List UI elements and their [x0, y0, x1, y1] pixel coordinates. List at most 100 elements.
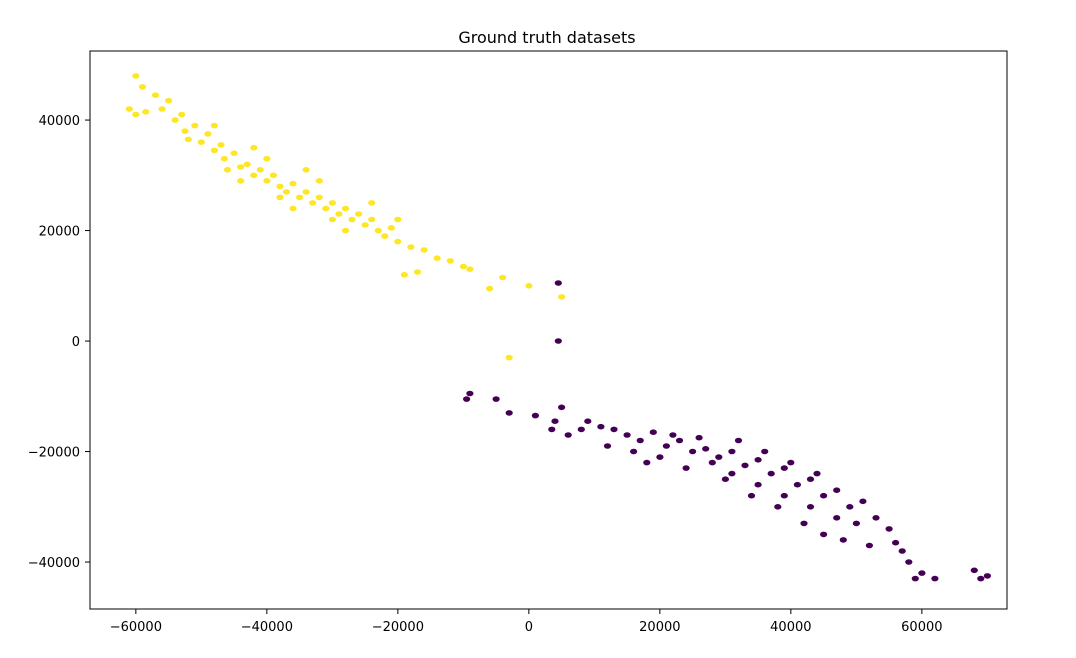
- data-point: [787, 459, 795, 466]
- data-point: [341, 205, 350, 212]
- data-point: [348, 216, 356, 223]
- data-point: [806, 504, 815, 510]
- x-tick-label: −20000: [372, 620, 424, 635]
- data-point: [747, 492, 756, 499]
- y-tick-label: −40000: [28, 556, 80, 571]
- y-tick-label: 40000: [39, 114, 80, 129]
- data-point: [728, 470, 736, 477]
- data-point: [554, 338, 562, 344]
- data-point: [793, 481, 802, 488]
- data-point: [387, 225, 395, 231]
- data-point: [335, 211, 343, 217]
- data-point: [250, 172, 258, 179]
- y-tick-label: 0: [72, 335, 80, 350]
- data-point: [276, 183, 284, 190]
- data-point: [813, 470, 821, 477]
- data-point: [165, 97, 173, 104]
- data-point: [492, 396, 500, 402]
- data-point: [394, 238, 402, 245]
- data-point: [368, 200, 376, 206]
- data-point: [197, 139, 205, 145]
- data-point: [171, 117, 179, 123]
- data-point: [820, 492, 828, 499]
- data-point: [368, 216, 376, 223]
- data-point: [708, 459, 716, 466]
- data-point: [361, 222, 369, 228]
- data-point: [505, 410, 513, 416]
- data-point: [237, 178, 245, 184]
- data-point: [315, 194, 323, 201]
- data-point: [597, 423, 605, 430]
- data-point: [695, 434, 703, 441]
- data-point: [315, 178, 323, 184]
- data-point: [898, 548, 906, 554]
- data-point: [151, 92, 160, 98]
- data-point: [374, 227, 382, 234]
- data-point: [892, 539, 900, 546]
- x-tick-label: 40000: [770, 620, 811, 635]
- data-point: [931, 575, 939, 582]
- data-point: [407, 244, 415, 250]
- data-point: [977, 575, 985, 582]
- data-point: [302, 189, 310, 195]
- data-point: [577, 426, 585, 433]
- data-point: [558, 404, 566, 411]
- data-point: [269, 172, 277, 179]
- x-tick-label: 0: [525, 620, 533, 635]
- data-point: [905, 559, 913, 565]
- y-tick-label: −20000: [28, 446, 80, 461]
- data-point: [702, 446, 710, 452]
- data-point: [505, 354, 513, 361]
- points-layer: [125, 73, 992, 582]
- data-point: [800, 520, 808, 527]
- data-point: [230, 150, 238, 156]
- x-tick-label: 20000: [639, 620, 680, 635]
- data-point: [289, 180, 297, 187]
- data-point: [970, 567, 978, 574]
- x-tick-label: −40000: [241, 620, 293, 635]
- plot-frame: [89, 50, 1008, 610]
- data-point: [551, 418, 559, 425]
- data-point: [728, 448, 736, 455]
- data-point: [531, 412, 540, 419]
- data-point: [918, 570, 926, 576]
- data-point: [158, 106, 166, 112]
- data-point: [630, 448, 638, 455]
- data-point: [433, 255, 441, 261]
- data-point: [341, 227, 350, 234]
- data-point: [181, 128, 189, 134]
- data-point: [885, 526, 893, 532]
- data-point: [223, 167, 232, 173]
- data-point: [767, 470, 775, 477]
- data-point: [754, 457, 762, 463]
- data-point: [289, 205, 297, 212]
- data-point: [204, 131, 212, 137]
- data-point: [446, 258, 454, 264]
- data-point: [865, 542, 874, 549]
- data-point: [459, 263, 467, 270]
- data-point: [584, 418, 592, 425]
- data-point: [636, 437, 644, 444]
- y-axis: −40000 −20000 0 20000 40000: [28, 114, 90, 571]
- data-point: [669, 432, 677, 438]
- data-point: [125, 106, 133, 112]
- data-point: [220, 155, 228, 162]
- data-point: [548, 426, 556, 433]
- data-point: [734, 437, 743, 444]
- data-point: [554, 280, 562, 286]
- chart-title: Ground truth datasets: [458, 28, 635, 47]
- data-point: [210, 122, 218, 129]
- data-point: [741, 462, 749, 469]
- data-point: [983, 573, 992, 579]
- data-point: [276, 194, 284, 201]
- data-point: [603, 443, 612, 449]
- data-point: [178, 111, 186, 118]
- data-point: [250, 144, 258, 151]
- data-point: [558, 294, 566, 300]
- data-point: [138, 84, 146, 90]
- data-point: [256, 167, 264, 173]
- data-point: [715, 454, 723, 460]
- data-point: [499, 274, 507, 281]
- data-point: [689, 448, 697, 455]
